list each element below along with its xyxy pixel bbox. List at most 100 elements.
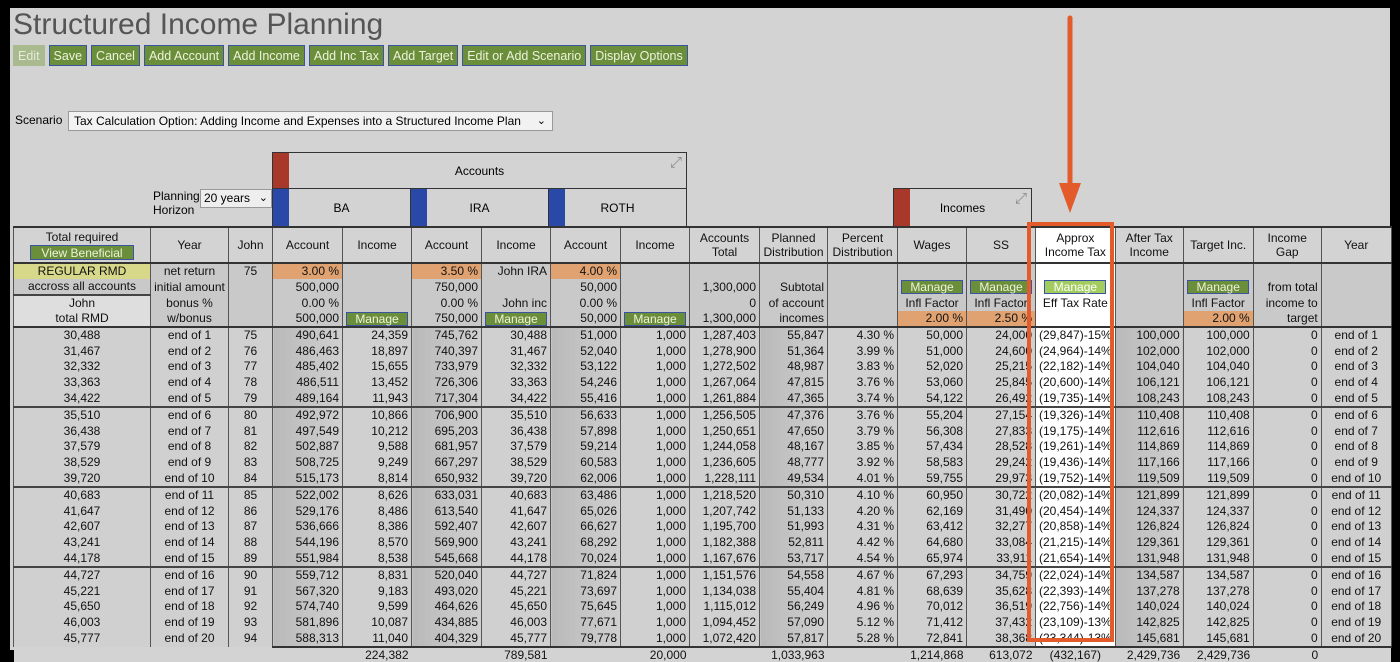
cell-after-tax-income: 145,681 [1114,630,1184,647]
cell-year-right: end of 13 [1320,519,1392,535]
save-button[interactable]: Save [48,45,88,66]
manage-target-income-button[interactable]: Manage [1187,280,1250,294]
cell-ira-income: 38,529 [481,454,551,471]
param-wages[interactable]: 2.00 % [897,311,967,327]
view-beneficial-rmd-button[interactable]: View Beneficial RMD [30,245,134,261]
add-target-button[interactable]: Add Target [387,45,459,66]
cell-total-rmd: 32,332 [13,359,151,375]
cell-roth-income: 1,000 [620,614,690,631]
cell-planned-distribution: 50,310 [759,485,828,504]
cell-ira-income: 44,178 [481,550,551,567]
cell-year-right: end of 8 [1320,439,1392,455]
edit-or-add-scenario-button[interactable]: Edit or Add Scenario [462,45,587,66]
cell-roth-income: 1,000 [620,390,690,407]
ira-account-header[interactable]: IRA [410,188,549,227]
param-approx-income-tax [1035,311,1116,327]
cell-ira-account: 717,304 [411,390,482,407]
cell-ss: 33,911 [966,550,1036,567]
cell-ss: 29,242 [966,454,1036,471]
manage-ira-income-button[interactable]: Manage [485,311,547,326]
cell-ba-income: 9,599 [342,599,412,615]
cell-ba-income: 8,486 [342,503,412,520]
param-after-tax-income [1114,311,1184,327]
cell-after-tax-income: 119,509 [1114,470,1184,487]
cell-accounts-total: 1,244,058 [689,439,760,455]
cancel-button[interactable]: Cancel [91,45,140,66]
roth-account-header[interactable]: ROTH [548,188,687,227]
param-year-right [1320,279,1392,295]
param-ira-income: John inc [481,295,551,311]
cell-planned-distribution: 52,811 [759,534,828,551]
cell-ira-income: 35,510 [481,405,551,424]
cell-year-right: end of 5 [1320,390,1392,407]
cell-income-gap: 0 [1252,374,1322,391]
table-row: 40,683 end of 11 85 522,002 8,626 633,031 40,6… [13,485,1392,504]
total-accounts-total [689,645,760,662]
cell-ira-income: 36,438 [481,423,551,440]
cell-total-rmd: 42,607 [13,519,151,535]
cell-roth-account: 73,697 [550,583,621,600]
param-target-income[interactable]: 2.00 % [1182,311,1254,327]
add-account-button[interactable]: Add Account [143,45,225,66]
ba-account-header[interactable]: BA [272,188,411,227]
param-ba-account: 500,000 [272,279,343,295]
cell-after-tax-income: 126,824 [1114,519,1184,535]
manage-ba-income-button[interactable]: Manage [346,311,408,326]
cell-target-income: 104,040 [1182,359,1254,375]
planning-horizon-select[interactable]: 20 years ⌄ [200,189,272,208]
param-accounts-total: 1,300,000 [689,279,760,295]
cell-roth-account: 57,898 [550,423,621,440]
cell-roth-income: 1,000 [620,405,690,424]
cell-roth-income: 1,000 [620,485,690,504]
manage-ss-button[interactable]: Manage [970,280,1032,294]
total-ba-account [272,645,343,662]
param-percent-distribution [827,311,898,327]
cell-wages: 71,412 [897,614,967,631]
cell-after-tax-income: 124,337 [1114,503,1184,520]
cell-year: end of 18 [150,599,229,615]
add-inc-tax-button[interactable]: Add Inc Tax [308,45,384,66]
param-john-age [228,295,273,311]
cell-ss: 27,833 [966,423,1036,440]
manage-wages-button[interactable]: Manage [901,280,963,294]
cell-ba-income: 15,655 [342,359,412,375]
table-row: 45,650 end of 18 92 574,740 9,599 464,626 45,6… [13,599,1392,615]
manage-approx-income-tax-button[interactable]: Manage [1044,280,1107,294]
edit-button[interactable]: Edit [13,45,45,66]
display-options-button[interactable]: Display Options [590,45,688,66]
cell-ira-income: 37,579 [481,439,551,455]
cell-accounts-total: 1,195,700 [689,519,760,535]
cell-john-age: 78 [228,374,273,391]
cell-wages: 72,841 [897,630,967,647]
cell-ss: 33,084 [966,534,1036,551]
cell-roth-income: 1,000 [620,326,690,344]
cell-accounts-total: 1,287,403 [689,326,760,344]
cell-year: end of 6 [150,405,229,424]
cell-year: end of 4 [150,374,229,391]
cell-ira-account: 633,031 [411,485,482,504]
collapse-icon[interactable]: ⤢ [669,154,682,171]
param-ss [966,262,1036,279]
cell-after-tax-income: 137,278 [1114,583,1184,600]
cell-year: end of 11 [150,485,229,504]
cell-john-age: 90 [228,565,273,584]
cell-john-age: 87 [228,519,273,535]
param-ss[interactable]: 2.50 % [966,311,1036,327]
cell-ss: 30,722 [966,485,1036,504]
cell-income-gap: 0 [1252,550,1322,567]
add-income-button[interactable]: Add Income [228,45,305,66]
cell-ss: 34,759 [966,565,1036,584]
collapse-icon[interactable]: ⤢ [1014,190,1027,207]
param-ira-account[interactable]: 3.50 % [411,262,482,279]
cell-ba-account: 522,002 [272,485,343,504]
cell-ira-account: 667,297 [411,454,482,471]
param-ba-account[interactable]: 3.00 % [272,262,343,279]
cell-total-rmd: 30,488 [13,326,151,344]
cell-percent-distribution: 3.92 % [827,454,898,471]
cell-john-age: 79 [228,390,273,407]
manage-roth-income-button[interactable]: Manage [624,311,686,326]
scenario-select[interactable]: Tax Calculation Option: Adding Income an… [68,111,553,131]
header-ira-account: Account [411,226,482,264]
param-roth-account[interactable]: 4.00 % [550,262,621,279]
